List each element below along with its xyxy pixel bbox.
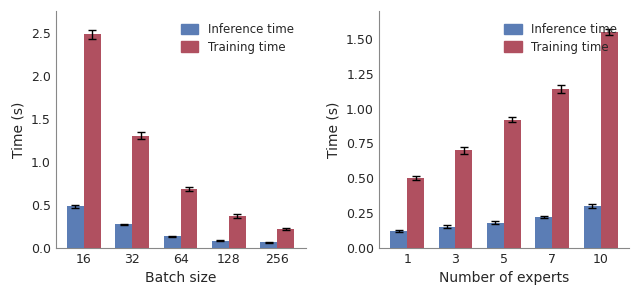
Bar — [164, 236, 180, 248]
Bar — [132, 136, 149, 248]
Bar — [180, 189, 198, 248]
X-axis label: Batch size: Batch size — [145, 271, 216, 285]
Bar — [229, 216, 246, 248]
Bar — [67, 206, 84, 248]
Bar — [277, 229, 294, 248]
Legend: Inference time, Training time: Inference time, Training time — [175, 17, 300, 59]
Bar — [456, 150, 472, 248]
Bar — [438, 227, 456, 248]
Bar — [535, 217, 552, 248]
Bar — [260, 243, 277, 248]
X-axis label: Number of experts: Number of experts — [439, 271, 569, 285]
Y-axis label: Time (s): Time (s) — [11, 101, 25, 158]
Bar — [584, 206, 600, 248]
Bar — [390, 231, 407, 248]
Bar — [552, 89, 569, 248]
Bar — [504, 120, 521, 248]
Bar — [84, 34, 100, 248]
Bar — [212, 241, 229, 248]
Legend: Inference time, Training time: Inference time, Training time — [498, 17, 623, 59]
Bar — [487, 223, 504, 248]
Bar — [600, 32, 618, 248]
Bar — [115, 224, 132, 248]
Bar — [407, 178, 424, 248]
Y-axis label: Time (s): Time (s) — [326, 101, 340, 158]
